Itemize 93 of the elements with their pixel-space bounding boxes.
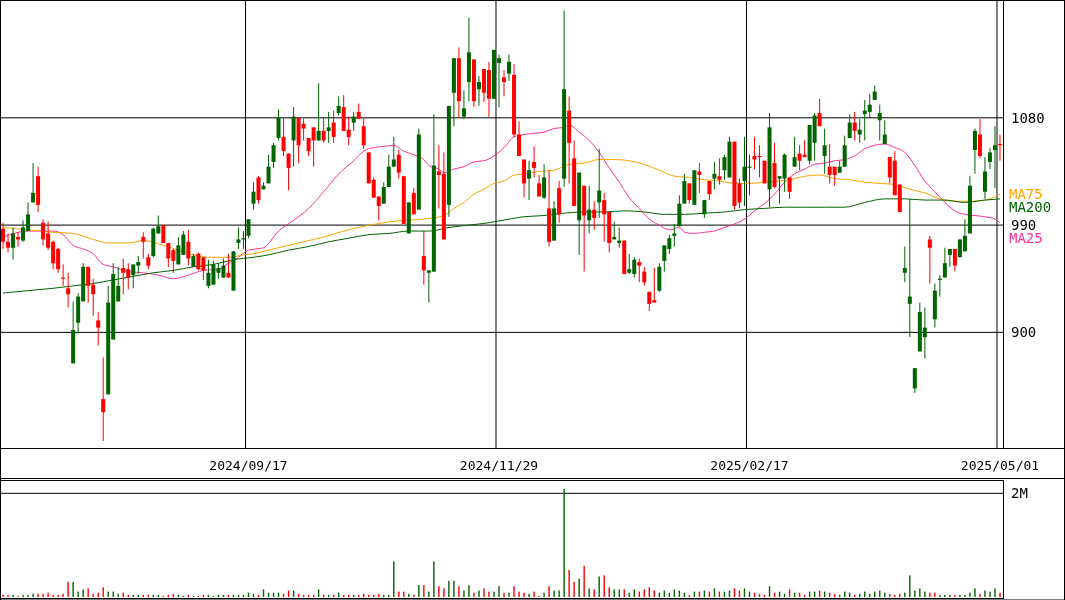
candlestick	[131, 263, 136, 289]
candlestick	[101, 356, 106, 442]
candlestick	[281, 117, 286, 157]
candlestick	[386, 154, 391, 188]
candlestick	[256, 175, 261, 205]
candlestick	[96, 311, 101, 346]
x-tick-label: 2024/11/29	[459, 458, 539, 473]
candlestick	[592, 200, 597, 231]
candlestick	[476, 75, 481, 107]
candlestick	[697, 162, 702, 194]
candlestick	[331, 110, 336, 144]
candlestick	[507, 54, 512, 82]
candlestick	[31, 162, 36, 203]
candlestick	[311, 126, 316, 168]
candlestick	[301, 118, 306, 141]
candlestick	[912, 367, 917, 394]
candlestick	[326, 111, 331, 144]
candlestick	[782, 153, 787, 193]
candlestick	[852, 111, 857, 141]
candlestick	[687, 182, 692, 205]
x-tick-label: 2024/09/17	[209, 458, 288, 473]
candlestick	[206, 259, 211, 289]
candlestick	[41, 218, 46, 246]
candlestick	[316, 82, 321, 141]
candlestick	[942, 247, 947, 279]
candlestick	[381, 181, 386, 205]
candlestick	[121, 257, 126, 295]
candlestick	[602, 192, 607, 243]
candlestick	[176, 236, 181, 265]
candlestick	[276, 108, 281, 141]
ref-line-label: 2M	[1011, 485, 1028, 502]
candlestick	[947, 248, 952, 268]
candlestick	[642, 266, 647, 287]
candlestick	[792, 136, 797, 168]
candlestick	[822, 128, 827, 175]
candlestick	[461, 89, 466, 120]
candlestick	[877, 104, 882, 141]
candlestick	[186, 229, 191, 267]
line-series	[2, 124, 1001, 280]
candlestick	[987, 147, 992, 170]
candlestick	[532, 145, 537, 178]
candlestick	[927, 235, 932, 284]
candlestick	[251, 181, 256, 211]
candlestick	[542, 163, 547, 200]
x-tick-label: 2025/05/01	[960, 458, 1040, 473]
candlestick	[717, 157, 722, 186]
candlestick	[351, 111, 356, 132]
candlestick	[336, 95, 341, 116]
candlestick	[396, 149, 401, 180]
candlestick	[522, 159, 527, 199]
candlestick	[286, 153, 291, 192]
candlestick	[672, 223, 677, 248]
candlestick	[627, 253, 632, 275]
candlestick	[857, 118, 862, 144]
candlestick	[772, 142, 777, 189]
candlestick	[411, 187, 416, 215]
candlestick	[361, 117, 366, 150]
candlestick	[11, 226, 16, 261]
candlestick	[271, 142, 276, 169]
candlestick	[922, 306, 927, 360]
candlestick	[236, 226, 241, 250]
candlestick	[6, 232, 11, 254]
x-tick-label: 2025/02/17	[710, 458, 789, 473]
candlestick	[657, 262, 662, 293]
candlestick	[712, 161, 717, 190]
y-tick-label: 900	[1011, 324, 1037, 341]
candlestick	[86, 266, 91, 304]
candlestick	[527, 160, 532, 201]
candlestick	[902, 246, 907, 283]
candlestick	[972, 128, 977, 175]
candlestick	[682, 173, 687, 205]
candlestick	[291, 106, 296, 168]
candlestick	[66, 272, 71, 308]
candlestick	[496, 54, 501, 108]
candlestick	[1, 222, 6, 250]
candlestick	[867, 93, 872, 119]
candlestick	[502, 69, 507, 97]
candlestick	[787, 176, 792, 200]
candlestick	[266, 154, 271, 184]
candlestick	[977, 118, 982, 159]
candlestick	[246, 218, 251, 239]
candlestick	[637, 257, 642, 283]
candlestick	[321, 117, 326, 144]
candlestick	[391, 136, 396, 168]
candlestick	[992, 125, 997, 189]
candlestick	[226, 253, 231, 279]
candlestick	[742, 136, 747, 207]
candlestick	[817, 98, 822, 127]
candlestick	[842, 135, 847, 168]
candlestick	[141, 231, 146, 259]
y-tick-label: 1080	[1011, 109, 1045, 126]
candlestick	[421, 230, 426, 286]
candlestick	[517, 120, 522, 157]
